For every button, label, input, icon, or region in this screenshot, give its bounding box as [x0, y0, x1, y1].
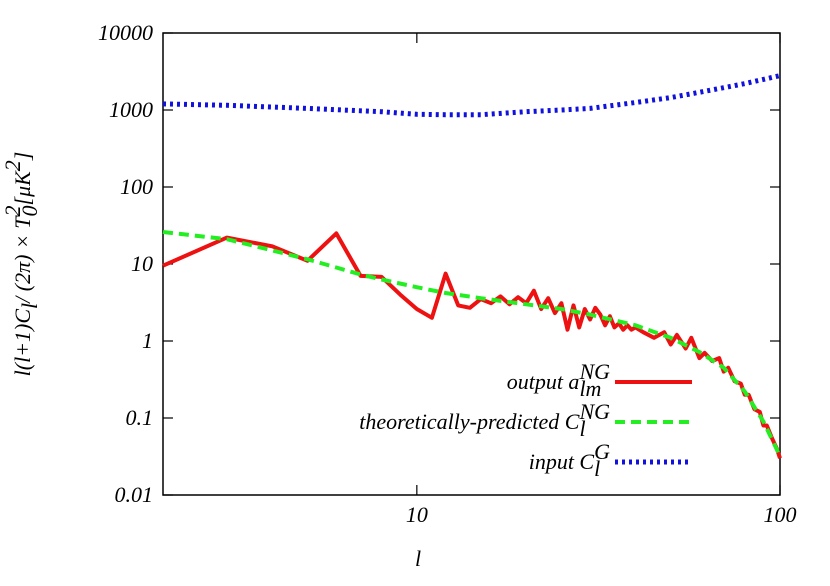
legend-label: G: [594, 439, 610, 464]
legend-label: l: [594, 456, 600, 481]
legend-label: theoretically-predicted C: [359, 409, 579, 434]
y-tick-label: 0.01: [115, 482, 154, 507]
y-axis-label-part: 0: [17, 205, 42, 216]
y-tick-label: 10: [131, 251, 153, 276]
y-tick-label: 1: [142, 328, 153, 353]
y-axis-label-part: l(l+1)C: [10, 309, 35, 377]
legend-label: l: [579, 416, 585, 441]
y-axis-label-part: 2: [0, 160, 25, 171]
y-axis-label-part: [μK: [10, 170, 35, 206]
x-axis-label: l: [415, 546, 421, 571]
y-axis-label-part: l: [17, 303, 42, 309]
y-axis-label-part: 2: [0, 205, 25, 216]
y-tick-label: 1000: [109, 97, 153, 122]
series-line: [162, 73, 781, 118]
legend-label: output a: [507, 369, 580, 394]
legend-label: NG: [578, 399, 610, 424]
y-axis-label-part: ]: [10, 152, 35, 162]
y-tick-label: 100: [120, 174, 153, 199]
legend-label: NG: [578, 359, 610, 384]
legend-label: input C: [529, 449, 595, 474]
y-axis-label: l(l+1)Cl / (2π) × T02 [μK2]: [0, 152, 42, 377]
y-tick-label: 0.1: [126, 405, 154, 430]
x-tick-label: 10: [406, 502, 428, 527]
series-line: [162, 230, 782, 457]
legend-label: lm: [579, 376, 601, 401]
y-tick-label: 10000: [98, 20, 153, 45]
x-tick-label: 100: [764, 502, 797, 527]
y-axis-label-part: / (2π) × T: [10, 215, 35, 305]
